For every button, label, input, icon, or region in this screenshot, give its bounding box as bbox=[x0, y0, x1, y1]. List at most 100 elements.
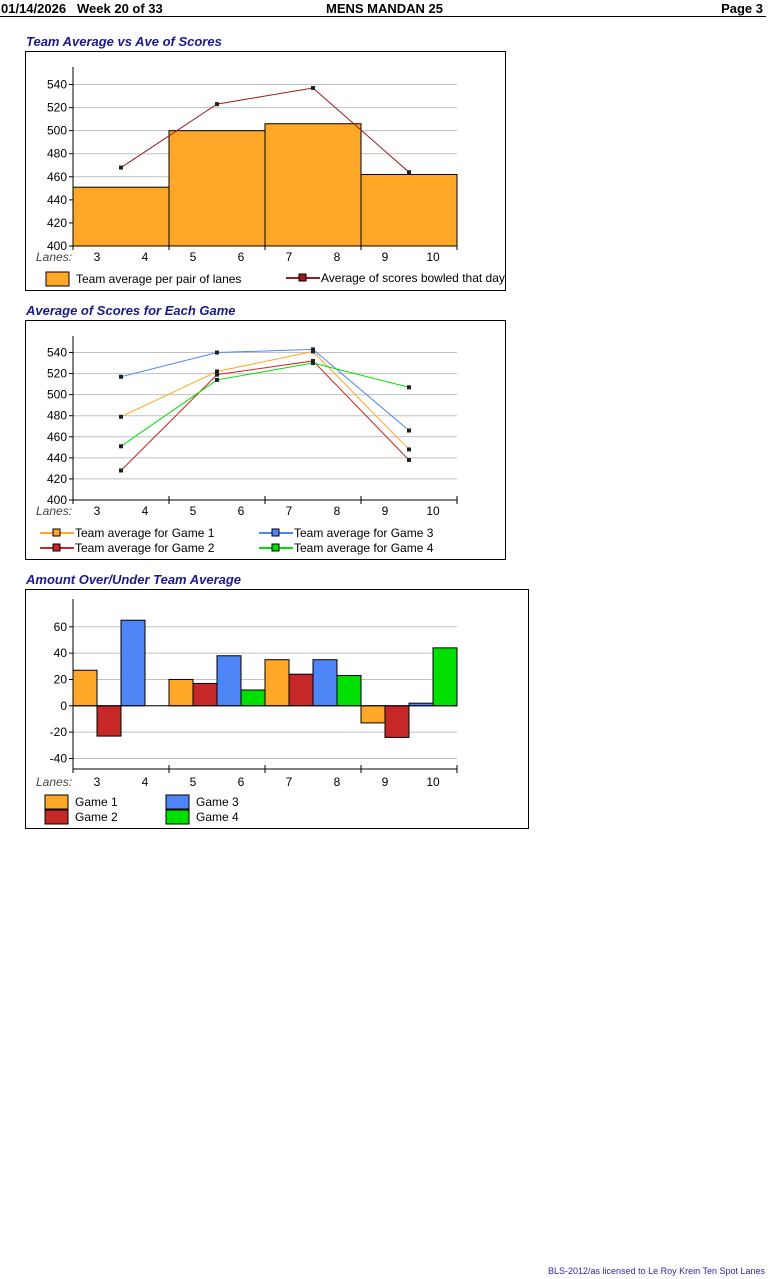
chart1-lane-label: 6 bbox=[238, 250, 245, 264]
chart3-legend-swatch bbox=[44, 809, 69, 825]
chart2-legend-marker bbox=[52, 528, 61, 537]
chart2-lane-label: 9 bbox=[382, 504, 389, 518]
chart2-x-axis-label: Lanes: bbox=[36, 504, 72, 518]
chart3-bar bbox=[288, 673, 314, 707]
chart2-point bbox=[407, 457, 411, 462]
chart3-bar bbox=[360, 705, 386, 724]
chart3-bar bbox=[264, 659, 290, 707]
chart1-ytick-label: 520 bbox=[47, 101, 67, 115]
chart1-legend-label: Average of scores bowled that day bbox=[321, 271, 505, 285]
chart2-ytick-label: 520 bbox=[47, 367, 67, 381]
chart3-bar bbox=[312, 659, 338, 707]
chart2-point bbox=[119, 414, 123, 419]
chart2-point bbox=[215, 350, 219, 355]
chart3-ytick-label: 20 bbox=[54, 672, 68, 686]
chart2-point bbox=[311, 347, 315, 352]
chart2-series-line bbox=[120, 350, 410, 450]
chart3-lane-label: 8 bbox=[334, 775, 341, 789]
chart2-point bbox=[311, 358, 315, 363]
chart1-lane-label: 4 bbox=[142, 250, 149, 264]
chart1-lane-label: 10 bbox=[426, 250, 440, 264]
chart2-lane-label: 8 bbox=[334, 504, 341, 518]
chart1-frame: 400 420 440 460 480 500 520 540 3 4 5 6 7 8 9 10 Lanes: T… bbox=[25, 51, 506, 291]
chart3-lane-label: 10 bbox=[426, 775, 440, 789]
chart2-lane-label: 3 bbox=[94, 504, 101, 518]
chart2-lane-label: 5 bbox=[190, 504, 197, 518]
chart2-point bbox=[407, 428, 411, 433]
chart1-lane-label: 8 bbox=[334, 250, 341, 264]
chart2-ytick-label: 540 bbox=[47, 346, 67, 360]
chart1-bar bbox=[264, 123, 362, 247]
chart1-lane-label: 3 bbox=[94, 250, 101, 264]
chart1-bar bbox=[168, 130, 266, 247]
chart3-ytick-label: -20 bbox=[50, 725, 68, 739]
chart2-legend-label: Team average for Game 2 bbox=[75, 541, 215, 555]
chart3-bar bbox=[72, 669, 98, 707]
chart1-ytick-label: 440 bbox=[47, 193, 67, 207]
chart1-x-axis-label: Lanes: bbox=[36, 250, 72, 264]
chart3-bar bbox=[432, 647, 458, 707]
chart2-point bbox=[215, 372, 219, 377]
chart3-lane-label: 3 bbox=[94, 775, 101, 789]
chart2-legend-marker bbox=[271, 528, 280, 537]
page-number: Page 3 bbox=[721, 1, 763, 16]
chart2-ytick-label: 500 bbox=[47, 388, 67, 402]
chart2-frame: 400 420 440 460 480 500 520 540 3 4 5 6 7 8 9 10 Lanes: T… bbox=[25, 320, 506, 560]
chart2-ytick-label: 440 bbox=[47, 451, 67, 465]
chart2-ytick-label: 420 bbox=[47, 472, 67, 486]
chart2-ytick-label: 460 bbox=[47, 430, 67, 444]
chart3-legend-swatch bbox=[44, 794, 69, 810]
chart2-lane-label: 7 bbox=[286, 504, 293, 518]
chart3-lane-label: 9 bbox=[382, 775, 389, 789]
chart3-lane-label: 4 bbox=[142, 775, 149, 789]
chart2-point bbox=[119, 374, 123, 379]
chart3-ytick-label: 60 bbox=[54, 620, 68, 634]
page-header: 01/14/2026 Week 20 of 33 MENS MANDAN 25 … bbox=[0, 0, 766, 17]
chart3-legend-label: Game 2 bbox=[75, 810, 118, 824]
chart3-bar bbox=[216, 655, 242, 707]
chart1-bar bbox=[360, 173, 458, 247]
chart3-legend-label: Game 1 bbox=[75, 795, 118, 809]
chart1-ytick-label: 460 bbox=[47, 170, 67, 184]
chart2-legend-marker bbox=[52, 543, 61, 552]
chart2-point bbox=[119, 468, 123, 473]
chart3-legend-label: Game 4 bbox=[196, 810, 239, 824]
chart3-bar bbox=[168, 678, 194, 707]
chart3-frame: -40 -20 0 20 40 60 3 4 5 6 7 8 9 10 Lanes: Game 1 Game 2… bbox=[25, 589, 529, 829]
chart3-bar bbox=[96, 705, 122, 737]
chart2-ytick-label: 480 bbox=[47, 409, 67, 423]
chart1-ytick-label: 540 bbox=[47, 78, 67, 92]
chart3-bar bbox=[120, 619, 146, 707]
chart1-point bbox=[215, 102, 219, 107]
chart1-lane-label: 9 bbox=[382, 250, 389, 264]
chart1-legend-marker bbox=[298, 273, 307, 282]
chart1-title: Team Average vs Ave of Scores bbox=[26, 34, 222, 49]
chart3-legend-label: Game 3 bbox=[196, 795, 239, 809]
chart2-series-line bbox=[120, 362, 410, 447]
chart3-legend-swatch bbox=[165, 809, 190, 825]
chart3-ytick-label: -40 bbox=[50, 751, 68, 765]
chart1-point bbox=[119, 165, 123, 170]
chart3-bar bbox=[240, 689, 266, 707]
chart3-x-axis-label: Lanes: bbox=[36, 775, 72, 789]
chart1-legend-swatch bbox=[45, 271, 70, 287]
chart1-point bbox=[311, 85, 315, 90]
chart2-point bbox=[407, 385, 411, 390]
league-name: MENS MANDAN 25 bbox=[326, 1, 444, 16]
week-label: Week 20 of 33 bbox=[77, 1, 163, 16]
chart1-ytick-label: 420 bbox=[47, 216, 67, 230]
chart2-lane-label: 4 bbox=[142, 504, 149, 518]
chart2-point bbox=[311, 361, 315, 366]
chart3-ytick-label: 40 bbox=[54, 646, 68, 660]
license-footer: BLS-2012/as licensed to Le Roy Krein Ten… bbox=[548, 1266, 765, 1276]
chart2-point bbox=[119, 444, 123, 449]
chart1-ytick-label: 400 bbox=[47, 239, 67, 253]
chart2-lane-label: 6 bbox=[238, 504, 245, 518]
chart3-lane-label: 5 bbox=[190, 775, 197, 789]
chart3-ytick-label: 0 bbox=[60, 699, 67, 713]
chart3-bar bbox=[336, 675, 362, 707]
chart1-ytick-label: 500 bbox=[47, 124, 67, 138]
chart1-bar bbox=[72, 186, 170, 247]
chart1-series-line bbox=[120, 87, 410, 173]
